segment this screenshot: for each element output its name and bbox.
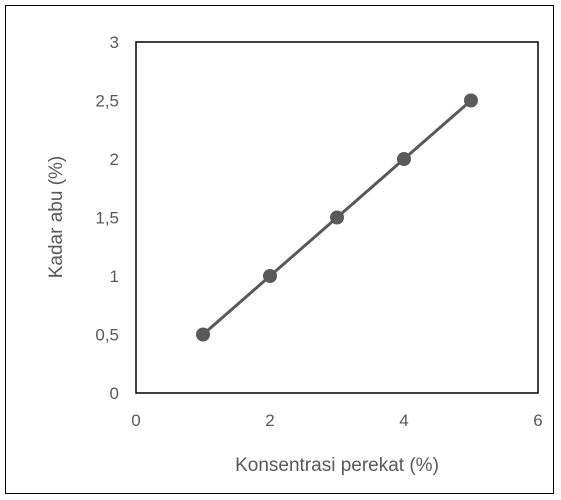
x-tick-label: 6 <box>533 411 542 430</box>
y-axis-title: Kadar abu (%) <box>46 156 67 279</box>
x-axis-title: Konsentrasi perekat (%) <box>235 455 439 476</box>
data-point <box>330 210 344 225</box>
y-tick-label: 0,5 <box>95 326 119 345</box>
tick-labels: 0 0,5 1 1,5 2 2,5 3 0 2 4 6 <box>95 33 542 430</box>
chart-frame: 0 0,5 1 1,5 2 2,5 3 0 2 4 6 Konsentrasi perekat (%… <box>5 5 554 494</box>
y-tick-label: 1,5 <box>95 209 119 228</box>
x-tick-label: 2 <box>265 411 274 430</box>
y-tick-label: 2 <box>110 150 119 169</box>
y-tick-label: 2,5 <box>95 92 119 111</box>
y-tick-label: 0 <box>110 384 119 403</box>
data-point <box>196 327 210 342</box>
data-point <box>263 269 277 283</box>
series-layer <box>196 93 478 342</box>
y-tick-label: 1 <box>110 267 119 286</box>
x-tick-label: 4 <box>399 411 408 430</box>
x-tick-label: 0 <box>131 411 140 430</box>
line-chart: 0 0,5 1 1,5 2 2,5 3 0 2 4 6 Konsentrasi perekat (%… <box>46 33 543 476</box>
data-point <box>397 152 411 166</box>
data-point <box>464 93 478 108</box>
y-tick-label: 3 <box>110 33 119 52</box>
